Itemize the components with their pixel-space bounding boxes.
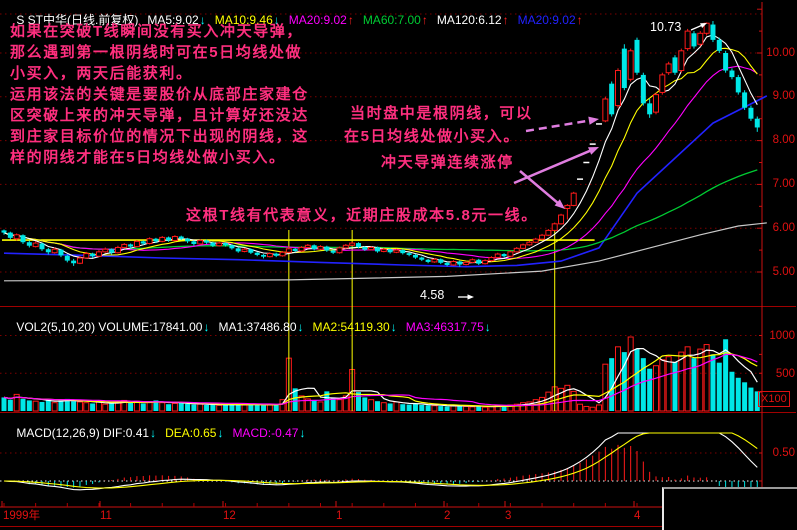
date-label-dec: 12 (223, 510, 236, 522)
annotation-note1-line2: 在5日均线处做小买入。 (344, 128, 520, 145)
annotation-note2: 冲天导弹连续涨停 (381, 154, 514, 171)
macd-tick-050: 0.50 (772, 447, 795, 459)
volume-trend-arrow-icon: ↓ (203, 319, 210, 334)
ma-layer (3, 34, 768, 282)
ma10-readout: MA10:9.46 (214, 12, 273, 27)
vol-tick-1000: 1000 (769, 330, 795, 342)
annotation-line-6: 到庄家目标价位的情况下出现的阴线，这 (10, 128, 309, 145)
annotation-line-1: 如果在突破T线瞬间没有买入冲天导弹， (10, 23, 303, 40)
volume-readout: VOL2(5,10,20) VOLUME:17841.00 (16, 319, 203, 334)
vol-ma3-arrow-icon: ↓ (484, 319, 491, 334)
low-price-label: 4.58 (420, 288, 445, 302)
volume-unit-badge: X100 (758, 391, 790, 407)
annotation-note3: 这根T线有代表意义，近期庄股成本5.8元一线。 (186, 207, 538, 224)
date-label-jan: 1 (336, 510, 343, 522)
date-label-nov: 11 (100, 510, 112, 522)
ma5-readout: MA5:9.02 (147, 12, 199, 27)
annotation-line-7: 样的阴线才能在5日均线处做小买入。 (10, 149, 286, 166)
ma120-readout: MA120:6.12 (436, 12, 502, 27)
dea-readout: DEA:0.65 (165, 425, 217, 440)
volume-layer (1, 336, 760, 412)
price-tick-7: 7.00 (772, 178, 795, 190)
macd-arrow-icon: ↓ (299, 425, 306, 440)
dif-readout: MACD(12,26,9) DIF:0.41 (16, 425, 150, 440)
date-label-mar: 3 (505, 510, 512, 522)
vol-tick-500: 500 (775, 368, 795, 380)
symbol-title: S ST中华(日线.前复权) (16, 12, 139, 27)
ma20-readout: MA20:9.02 (288, 12, 347, 27)
price-tick-10: 10.00 (766, 47, 795, 59)
crosshair-layer (2, 230, 595, 411)
price-tick-8: 8.00 (772, 134, 795, 146)
date-label-1999: 1999年 (3, 510, 41, 522)
ma20-trend-arrow-icon: ↑ (347, 12, 354, 27)
peak-price-label: 10.73 (650, 20, 682, 34)
annotation-line-5: 区突破上来的冲天导弹，且计算好还没达 (10, 107, 309, 124)
price-tick-9: 9.00 (772, 90, 795, 102)
arrow-layer (458, 23, 707, 300)
ma250-readout: MA20:9.02 (517, 12, 576, 27)
annotation-line-4: 运用该法的关键是要股价从底部庄家建仓 (10, 86, 309, 103)
vol-ma1-arrow-icon: ↓ (297, 319, 304, 334)
macd-indicator-header: MACD(12,26,9) DIF:0.41↓ DEA:0.65↓ MACD:-0.… (3, 414, 314, 452)
annotation-line-3: 小买入，两天后能获利。 (10, 65, 193, 82)
ma5-trend-arrow-icon: ↓ (199, 12, 206, 27)
price-tick-5: 5.00 (772, 266, 795, 278)
annotation-line-2: 那么遇到第一根阴线时可在5日均线处做 (10, 44, 303, 61)
ma60-readout: MA60:7.00 (362, 12, 421, 27)
volume-indicator-header: VOL2(5,10,20) VOLUME:17841.00↓ MA1:37486.… (3, 308, 500, 346)
dea-arrow-icon: ↓ (217, 425, 224, 440)
annotation-note1-line1: 当时盘中是根阴线，可以 (350, 105, 533, 122)
date-label-feb: 2 (444, 510, 451, 522)
ma60-trend-arrow-icon: ↑ (421, 12, 428, 27)
vol-ma1-readout: MA1:37486.80 (218, 319, 297, 334)
price-tick-6: 6.00 (772, 222, 795, 234)
vol-ma3-readout: MA3:46317.75 (405, 319, 484, 334)
bottom-right-overlay-box (662, 487, 797, 530)
vol-ma2-readout: MA2:54119.30 (312, 319, 390, 334)
ma10-trend-arrow-icon: ↓ (273, 12, 280, 27)
ma250-trend-arrow-icon: ↑ (576, 12, 583, 27)
date-label-apr: 4 (634, 510, 641, 522)
vol-ma2-arrow-icon: ↓ (390, 319, 397, 334)
candle-layer (1, 21, 760, 267)
ma120-trend-arrow-icon: ↑ (502, 12, 509, 27)
macd-readout: MACD:-0.47 (232, 425, 299, 440)
main-indicator-header: S ST中华(日线.前复权) MA5:9.02↓ MA10:9.46↓ MA20:9.… (3, 1, 592, 39)
dif-arrow-icon: ↓ (150, 425, 157, 440)
